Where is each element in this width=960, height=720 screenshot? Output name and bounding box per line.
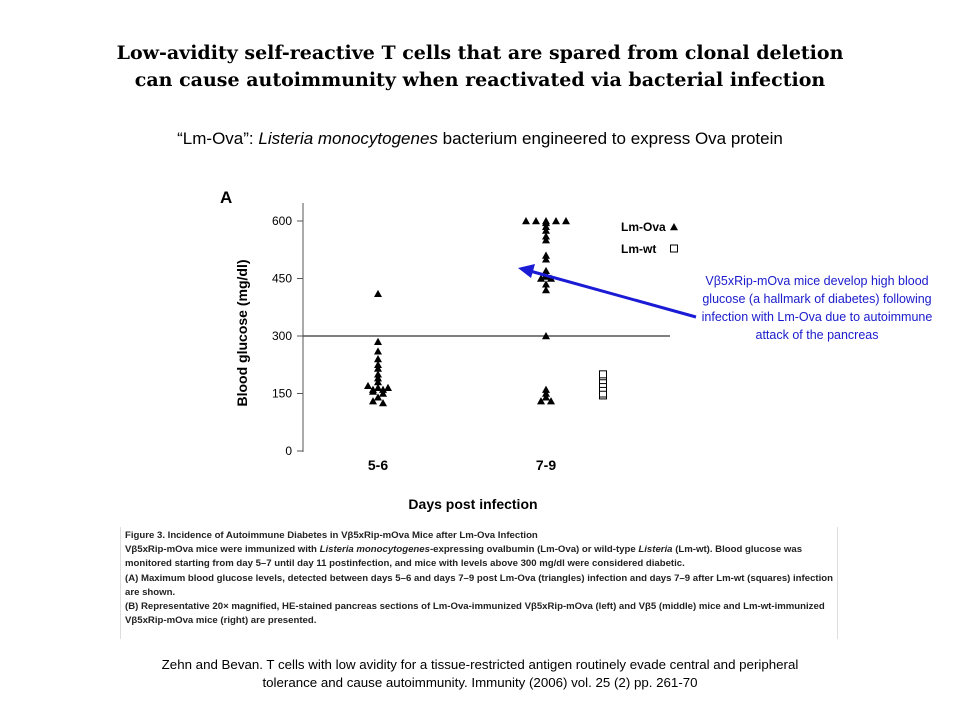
y-tick-label: 300 <box>272 329 292 343</box>
data-point-lm-wt <box>599 370 607 379</box>
data-point-lm-ova <box>537 397 545 405</box>
data-point-lm-ova <box>542 385 550 393</box>
caption-p1-a: Vβ5xRip-mOva mice were immunized with <box>125 544 320 556</box>
callout-text: Vβ5xRip-mOva mice develop high blood glu… <box>701 274 933 342</box>
slide-title-line1: Low-avidity self-reactive T cells that a… <box>116 42 844 64</box>
caption-heading: Figure 3. Incidence of Autoimmune Diabet… <box>125 530 538 541</box>
data-point-lm-ova <box>552 217 560 225</box>
data-points <box>364 217 607 407</box>
data-point-lm-ova <box>384 383 392 391</box>
data-point-lm-ova <box>542 280 550 288</box>
legend-triangle-icon <box>670 223 678 231</box>
data-point-lm-ova <box>522 217 530 225</box>
caption-paragraph-1: Vβ5xRip-mOva mice were immunized with Li… <box>125 543 833 571</box>
data-point-lm-ova <box>532 217 540 225</box>
data-point-lm-ova <box>542 251 550 259</box>
data-point-lm-ova <box>542 393 550 401</box>
data-point-lm-ova <box>542 286 550 294</box>
caption-paragraph-3: (B) Representative 20× magnified, HE-sta… <box>125 601 825 627</box>
data-point-lm-ova <box>537 274 545 282</box>
x-tick-label: 7-9 <box>536 457 556 473</box>
data-point-lm-ova <box>542 266 550 275</box>
data-point-lm-ova <box>562 217 570 225</box>
data-point-lm-ova <box>374 378 382 386</box>
data-point-lm-ova <box>542 236 550 244</box>
data-point-lm-ova <box>374 374 382 382</box>
data-point-lm-ova <box>374 355 382 363</box>
data-point-lm-ova <box>542 255 550 263</box>
data-point-lm-ova <box>374 347 382 355</box>
y-tick-label: 150 <box>272 387 292 401</box>
subtitle-italic: Listeria monocytogenes <box>258 129 438 148</box>
legend-label: Lm-Ova <box>621 220 666 234</box>
data-point-lm-ova <box>379 399 387 407</box>
legend-label: Lm-wt <box>621 242 656 256</box>
data-point-lm-ova <box>374 337 382 345</box>
slide-subtitle: “Lm-Ova”: Listeria monocytogenes bacteri… <box>0 129 960 149</box>
caption-p1-b: -expressing ovalbumin (Lm-Ova) or wild-t… <box>429 544 639 556</box>
slide-title-line2: can cause autoimmunity when reactivated … <box>134 69 826 91</box>
data-point-lm-ova <box>374 289 382 298</box>
x-tick-label: 5-6 <box>368 457 388 473</box>
data-point-lm-ova <box>369 385 377 393</box>
caption-paragraph-2: (A) Maximum blood glucose levels, detect… <box>125 572 833 598</box>
legend-square-icon <box>670 244 678 253</box>
data-point-lm-ova <box>547 397 555 405</box>
data-point-lm-ova <box>542 232 550 240</box>
y-tick-label: 0 <box>285 444 292 458</box>
subtitle-suffix: bacterium engineered to express Ova prot… <box>437 129 783 148</box>
data-point-lm-ova <box>374 383 382 391</box>
legend: Lm-Ova Lm-wt <box>621 220 678 256</box>
y-tick-label: 450 <box>272 272 292 286</box>
data-point-lm-ova <box>374 393 382 401</box>
data-point-lm-ova <box>364 381 372 390</box>
callout-arrow <box>518 264 697 319</box>
figure-caption: Figure 3. Incidence of Autoimmune Diabet… <box>120 527 838 639</box>
caption-p1-italic2: Listeria <box>638 544 673 556</box>
data-point-lm-ova <box>374 370 382 378</box>
data-point-lm-ova <box>379 389 387 397</box>
slide-title: Low-avidity self-reactive T cells that a… <box>0 40 960 94</box>
citation-line1: Zehn and Bevan. T cells with low avidity… <box>161 657 799 672</box>
panel-label: A <box>220 188 232 207</box>
caption-p1-italic: Listeria monocytogenes <box>319 544 430 556</box>
data-point-lm-ova <box>542 332 550 340</box>
x-ticks: 5-6 7-9 <box>368 457 556 473</box>
data-point-lm-ova <box>379 385 387 393</box>
data-point-lm-ova <box>542 222 550 230</box>
citation: Zehn and Bevan. T cells with low avidity… <box>0 656 960 692</box>
subtitle-prefix: “Lm-Ova”: <box>177 129 259 148</box>
citation-line2: tolerance and cause autoimmunity. Immuni… <box>262 675 698 690</box>
y-tick-label: 600 <box>272 214 292 228</box>
data-point-lm-ova <box>374 364 382 372</box>
y-ticks: 0 150 300 450 600 <box>272 214 303 458</box>
data-point-lm-ova <box>369 397 377 405</box>
data-point-lm-ova <box>542 389 550 397</box>
data-point-lm-ova <box>542 226 550 234</box>
data-point-lm-ova <box>374 360 382 368</box>
x-axis-label: Days post infection <box>408 496 537 512</box>
caption-p1-c: (Lm-wt). Blood glucose was monitored sta… <box>125 544 803 570</box>
data-point-lm-ova <box>542 217 550 225</box>
y-axis-label: Blood glucose (mg/dl) <box>234 260 250 407</box>
